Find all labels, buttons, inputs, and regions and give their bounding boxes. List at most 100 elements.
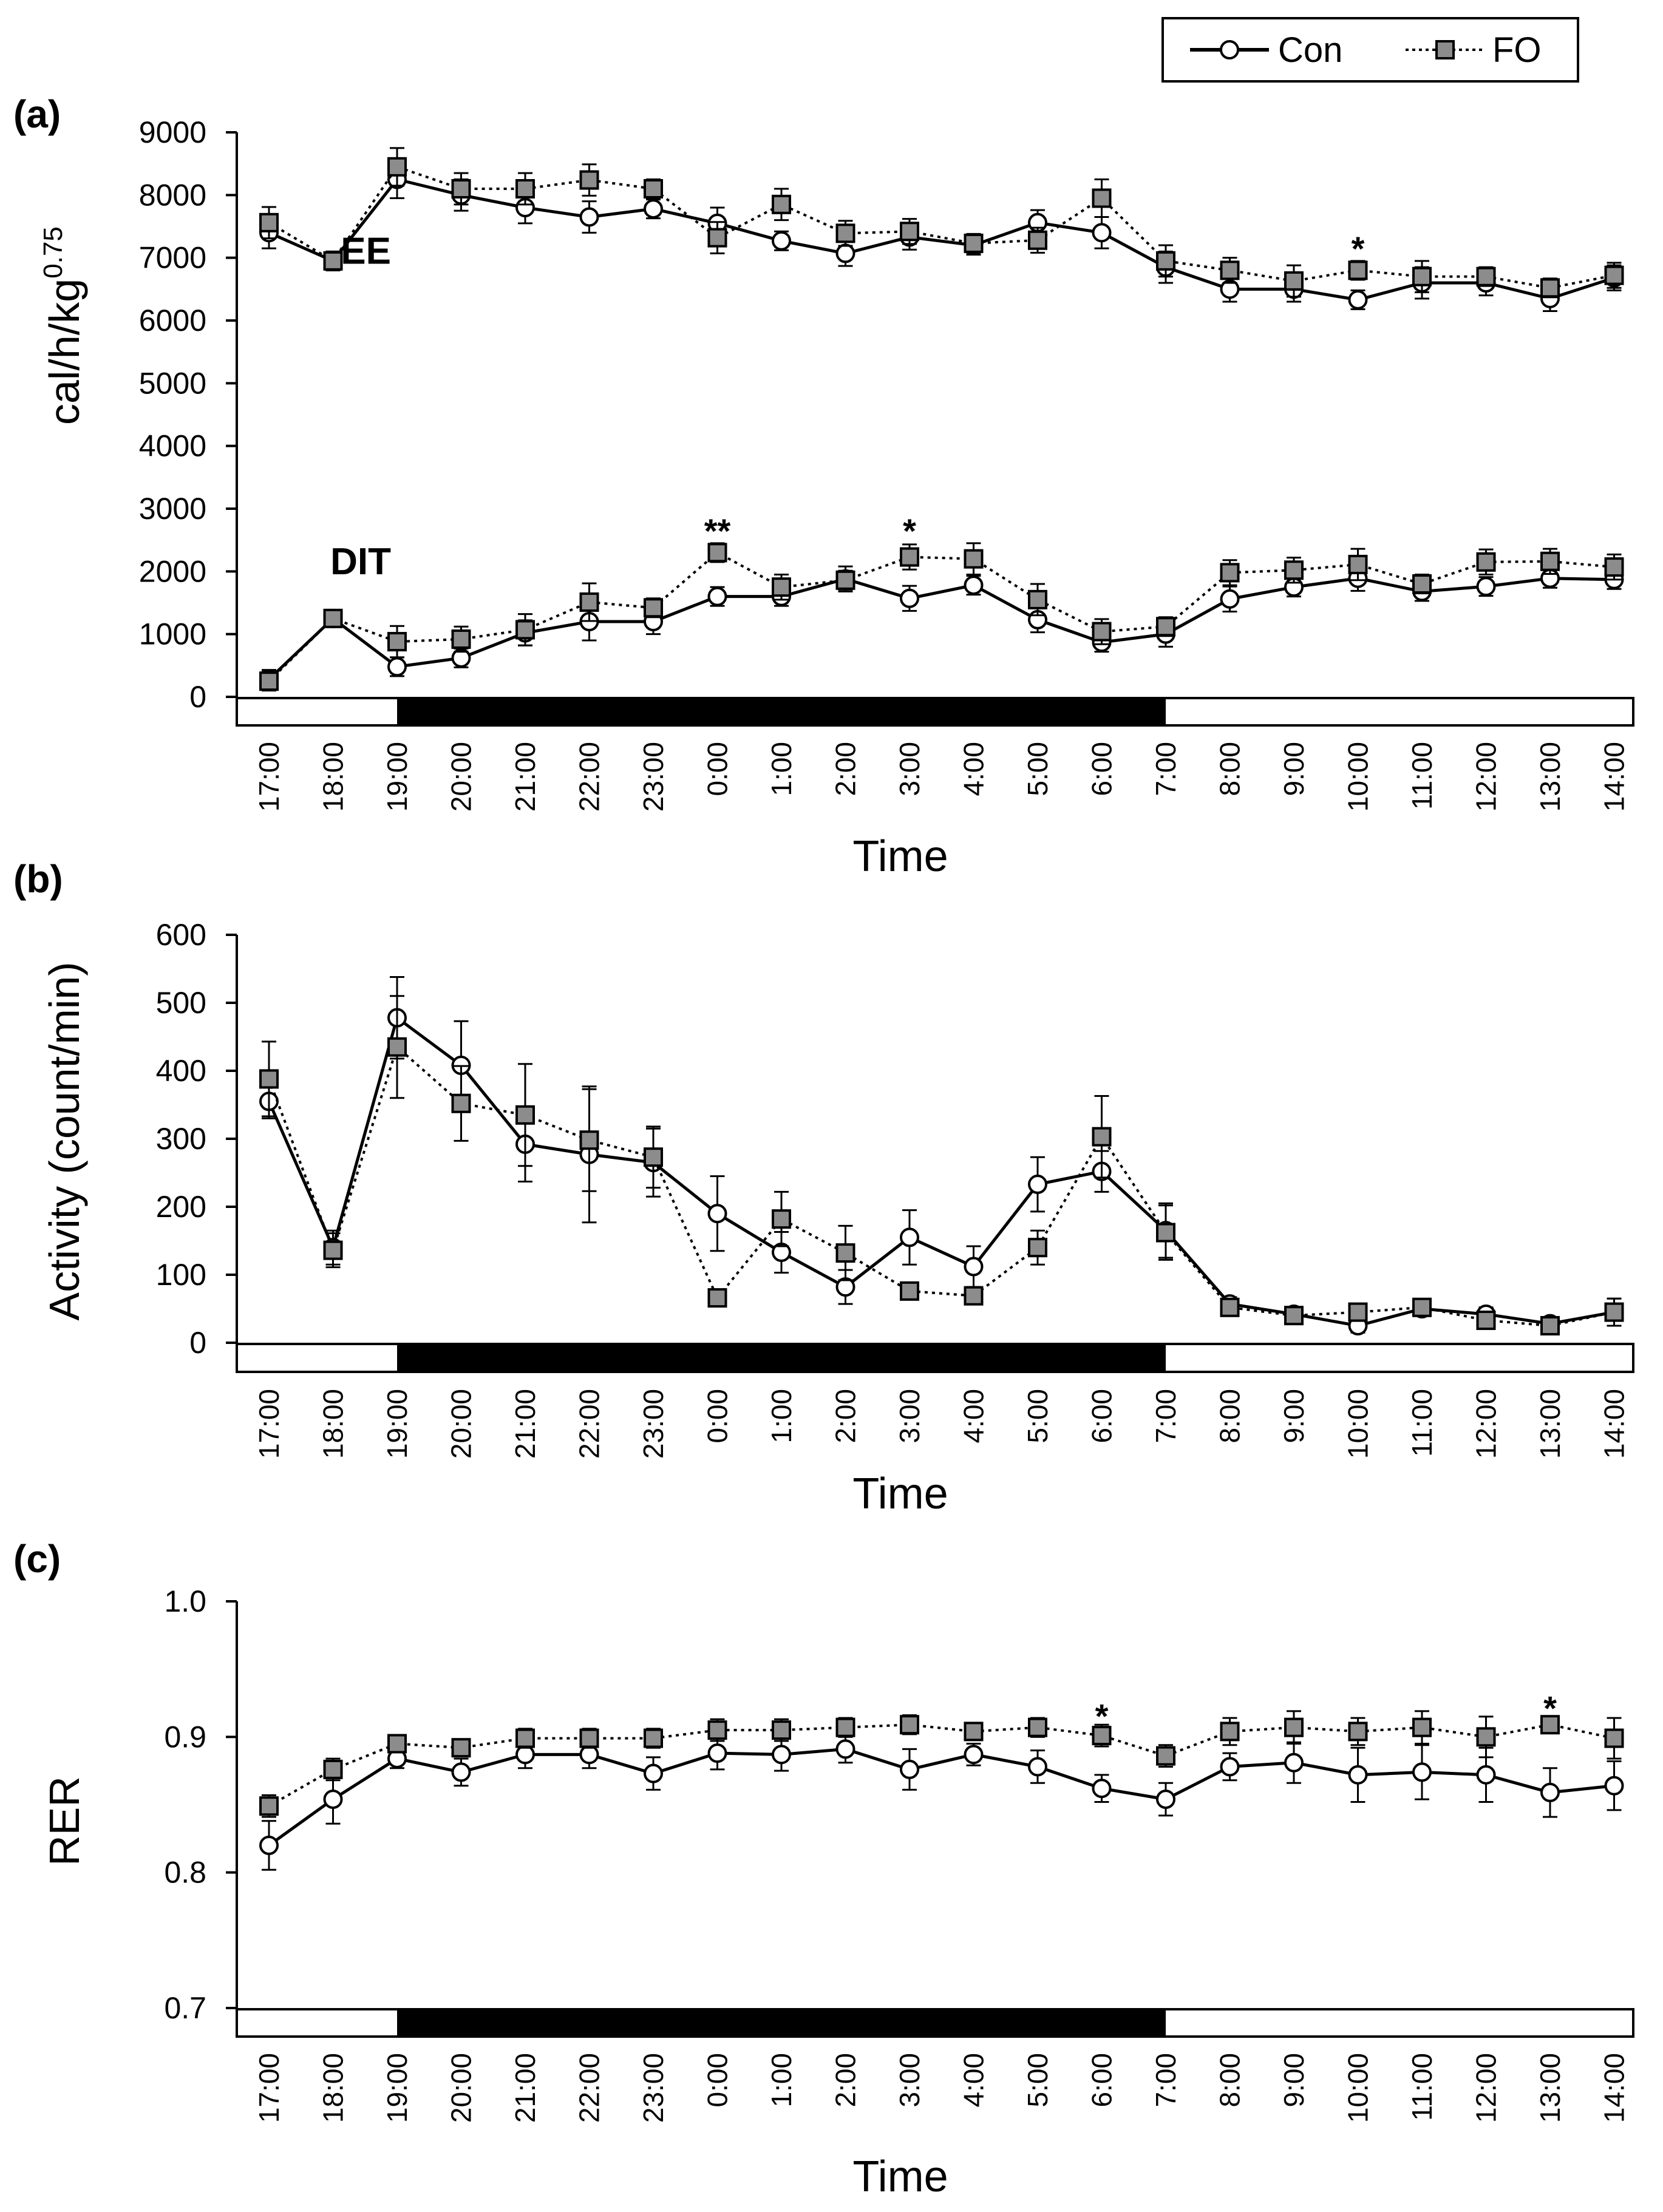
con-point	[707, 1204, 727, 1224]
x-tick-label: 19:00	[381, 1389, 413, 1459]
fo-point	[387, 157, 407, 177]
panel-a-xticks: 17:00 18:00 19:00 20:00 21:00 22:00 23:00 0:00 1…	[253, 742, 1630, 812]
x-tick-label: 2:00	[830, 2053, 862, 2108]
fo-point	[323, 1759, 343, 1779]
fo-point	[1476, 1727, 1496, 1747]
x-tick-label: 12:00	[1471, 2053, 1502, 2123]
fo-point	[835, 223, 855, 243]
fo-point	[644, 1147, 663, 1167]
y-tick-label: 7000	[139, 241, 206, 275]
y-tick-label: 0	[189, 1326, 206, 1360]
x-tick-label: 11:00	[1406, 742, 1438, 810]
x-tick-label: 6:00	[1086, 1389, 1118, 1444]
x-tick-label: 0:00	[702, 1389, 733, 1444]
dark-phase-bar	[397, 2009, 1166, 2037]
x-tick-label: 5:00	[1022, 742, 1053, 796]
fo-point	[1284, 271, 1304, 291]
fo-point	[900, 547, 919, 567]
x-tick-label: 9:00	[1278, 1389, 1310, 1444]
con-point	[1348, 1765, 1368, 1785]
x-tick-label: 21:00	[509, 742, 541, 812]
series-fo	[259, 1710, 1624, 1818]
panel-a-label: (a)	[13, 92, 61, 136]
y-tick-label: 600	[156, 918, 206, 952]
fo-point	[964, 233, 984, 253]
fo-point	[772, 1720, 791, 1740]
dark-phase-bar	[397, 698, 1166, 725]
x-tick-label: 23:00	[638, 1389, 669, 1459]
fo-point	[1028, 1717, 1047, 1737]
fo-point	[451, 1093, 471, 1113]
panel-b-label: (b)	[13, 857, 63, 901]
x-tick-label: 13:00	[1534, 2053, 1566, 2123]
con-point	[964, 1257, 984, 1277]
panel-a-ylabel-base: cal/h/kg	[41, 279, 88, 425]
fo-point	[579, 592, 599, 612]
panel-b: (b) Activity (count/min) 0 100 200 300 400 50…	[13, 857, 1634, 1518]
panel-a-ylabel-exponent: 0.75	[38, 226, 68, 279]
con-point	[964, 575, 984, 595]
series-line-fo	[268, 1045, 1614, 1328]
fo-point	[644, 1728, 663, 1748]
panel-c-phase-bar	[236, 2008, 1634, 2038]
con-point	[900, 1759, 919, 1779]
panel-c-xlabel: Time	[852, 2153, 948, 2201]
x-tick-label: 3:00	[894, 742, 925, 796]
con-point	[835, 1739, 855, 1759]
fo-point	[1156, 251, 1175, 271]
con-point	[707, 586, 727, 606]
y-tick-label: 300	[156, 1122, 206, 1156]
con-point	[323, 1790, 343, 1810]
fo-point	[1092, 1726, 1112, 1746]
x-tick-label: 18:00	[318, 742, 349, 812]
significance-marker: *	[1095, 1697, 1109, 1735]
x-tick-label: 3:00	[894, 2053, 925, 2108]
y-tick-label: 400	[156, 1054, 206, 1088]
fo-point	[835, 1243, 855, 1263]
y-tick-label: 4000	[139, 429, 206, 463]
fo-point	[1220, 1722, 1240, 1742]
x-tick-label: 7:00	[1150, 2053, 1182, 2108]
x-tick-label: 4:00	[958, 2053, 990, 2108]
fo-point	[964, 1286, 984, 1306]
significance-marker: *	[1543, 1689, 1557, 1727]
series-group-label: EE	[341, 230, 391, 272]
panel-c: (c) RER 0.70.80.91.0 * * 17:00 18:00 19:00 2…	[13, 1537, 1634, 2201]
x-tick-label: 8:00	[1214, 1389, 1246, 1444]
con-point	[259, 1836, 279, 1855]
legend-fo-marker	[1435, 40, 1455, 59]
fo-point	[451, 629, 471, 649]
fo-point	[1220, 260, 1240, 280]
x-tick-label: 23:00	[638, 2053, 669, 2123]
fo-point	[323, 251, 343, 271]
fo-point	[1412, 266, 1432, 287]
panel-a-phase-bar	[236, 697, 1634, 727]
legend-fo-label: FO	[1492, 30, 1542, 70]
fo-point	[1220, 563, 1240, 583]
x-tick-label: 8:00	[1214, 2053, 1246, 2108]
con-point	[772, 231, 791, 251]
panel-b-phase-bar	[236, 1343, 1634, 1373]
fo-point	[1348, 260, 1368, 280]
con-point	[1092, 1779, 1112, 1799]
x-tick-label: 4:00	[958, 1389, 990, 1444]
con-point	[900, 1227, 919, 1247]
con-point	[1220, 589, 1240, 609]
con-point	[1540, 1782, 1560, 1802]
y-tick-label: 2000	[139, 554, 206, 588]
con-point	[900, 588, 919, 608]
fo-point	[707, 1720, 727, 1740]
x-tick-label: 19:00	[381, 2053, 413, 2123]
panel-c-xticks: 17:00 18:00 19:00 20:00 21:00 22:00 23:00 0:00 1…	[253, 2053, 1630, 2123]
x-tick-label: 6:00	[1086, 2053, 1118, 2108]
panel-b-xlabel: Time	[852, 1470, 948, 1518]
fo-point	[900, 1715, 919, 1735]
fo-point	[1092, 1127, 1112, 1147]
series-line-con	[267, 1015, 1614, 1328]
fo-point	[900, 1281, 919, 1301]
legend-con-label: Con	[1278, 30, 1342, 70]
x-tick-label: 10:00	[1342, 742, 1374, 812]
fo-point	[1476, 552, 1496, 572]
y-tick-label: 0	[189, 680, 206, 714]
